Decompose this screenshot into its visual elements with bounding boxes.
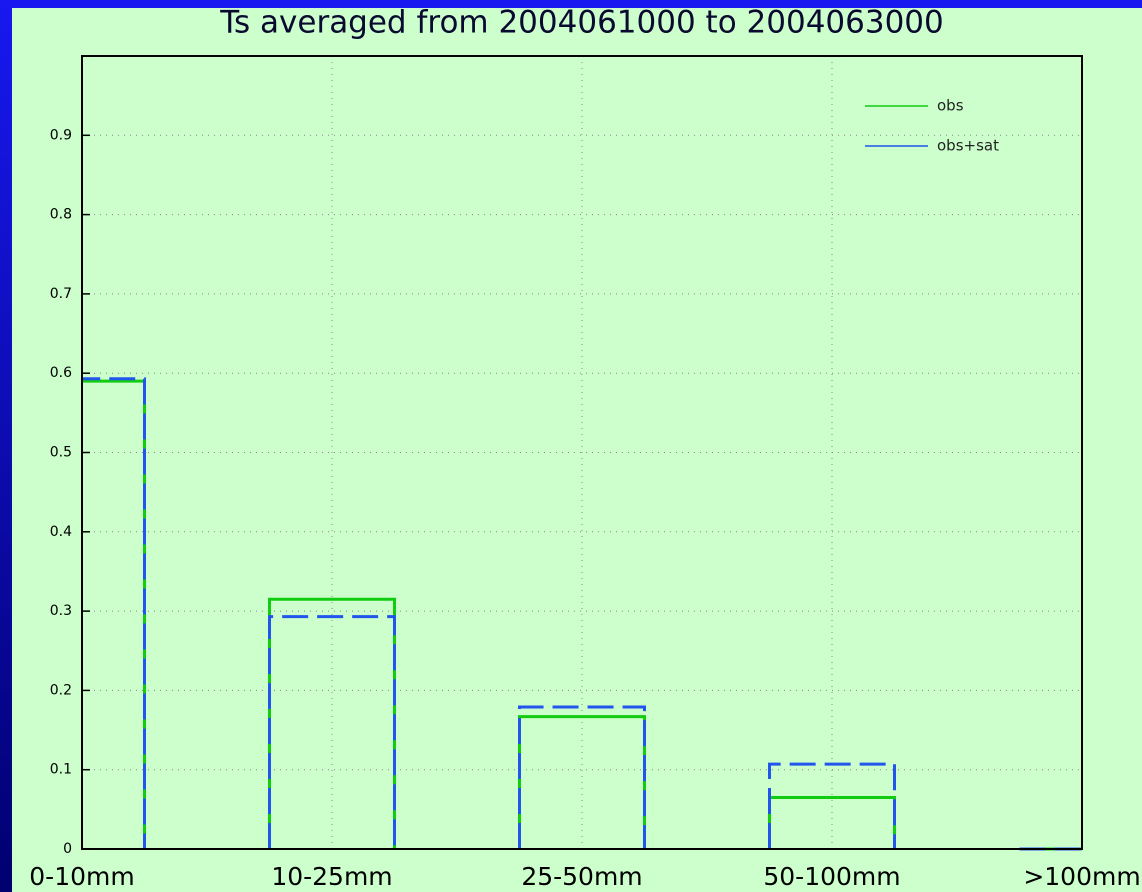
y-tick-label: 0 [63,841,72,857]
y-tick-label: 0.4 [50,524,72,540]
legend-label: obs [937,97,964,115]
x-tick-label: 25-50mm [521,862,642,891]
chart-title: Ts averaged from 2004061000 to 200406300… [219,5,944,41]
bar [768,762,896,849]
bar [518,715,646,849]
y-tick-label: 0.3 [50,603,72,619]
legend-label: obs+sat [937,137,999,155]
x-tick-label: 10-25mm [271,862,392,891]
panel-background [12,8,1142,892]
x-tick-label: 50-100mm [763,862,900,891]
y-tick-label: 0.8 [50,207,72,223]
x-tick-label: >100mm [1023,862,1140,891]
x-tick-label: 0-10mm [29,862,134,891]
bar [518,705,646,849]
y-tick-label: 0.9 [50,127,72,143]
y-tick-label: 0.7 [50,286,72,302]
y-tick-label: 0.2 [50,682,72,698]
y-tick-label: 0.5 [50,445,72,461]
y-tick-label: 0.1 [50,762,72,778]
legend: obs obs+sat [865,97,999,155]
y-tick-label: 0.6 [50,365,72,381]
bar [268,615,396,849]
bar [82,377,146,849]
bar [82,379,146,849]
